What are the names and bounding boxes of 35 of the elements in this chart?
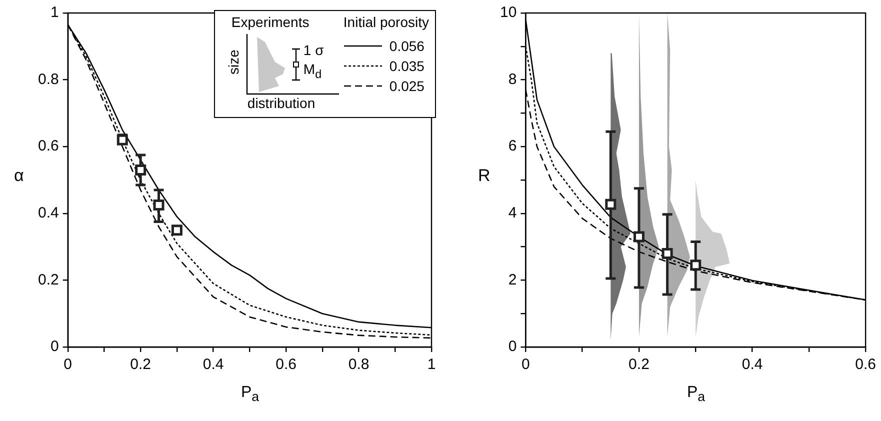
annotation: Experiments — [231, 14, 310, 30]
x-tick-label: 0 — [64, 356, 72, 374]
y-tick-label: 0 — [508, 338, 517, 356]
x-tick-label: 0.4 — [742, 356, 763, 374]
y-tick-label: 0.8 — [38, 70, 59, 88]
annotation: size — [226, 50, 242, 74]
x-tick-label: 0.6 — [855, 356, 876, 374]
x-tick-label: 1 — [427, 356, 436, 374]
y-tick-label: 6 — [508, 138, 517, 155]
y-tick-label: 2 — [508, 271, 517, 288]
x-axis-title: P$_{a}$ — [686, 384, 706, 404]
y-tick-label: 8 — [508, 70, 517, 88]
y-tick-label: 10 — [500, 4, 517, 22]
y-tick-label: 4 — [508, 204, 517, 222]
y-tick-label: 1 — [50, 4, 59, 22]
x-tick-label: 0.2 — [628, 356, 650, 374]
x-tick-label: 0 — [522, 356, 530, 374]
x-tick-label: 0.8 — [348, 356, 370, 374]
annotation: 1 σ — [303, 42, 324, 58]
annotation: M$_{d}$ — [303, 61, 322, 81]
x-tick-label: 0.6 — [276, 356, 296, 374]
y-tick-label: 0.4 — [38, 204, 59, 222]
y-axis-title: α — [14, 166, 24, 186]
annotation: distribution — [247, 95, 316, 111]
legend-label: 0.035 — [389, 58, 424, 74]
legend-label: 0.056 — [389, 38, 424, 54]
y-tick-label: 0.6 — [38, 138, 59, 155]
y-tick-label: 0.2 — [38, 271, 59, 288]
legend-label: 0.025 — [389, 78, 424, 94]
legend-title: Initial porosity — [343, 14, 429, 30]
x-tick-label: 0.2 — [130, 356, 152, 374]
y-axis-title: R — [478, 166, 490, 186]
y-tick-label: 0 — [50, 338, 59, 356]
x-tick-label: 0.4 — [202, 356, 224, 374]
x-axis-title: P$_{a}$ — [240, 384, 260, 404]
